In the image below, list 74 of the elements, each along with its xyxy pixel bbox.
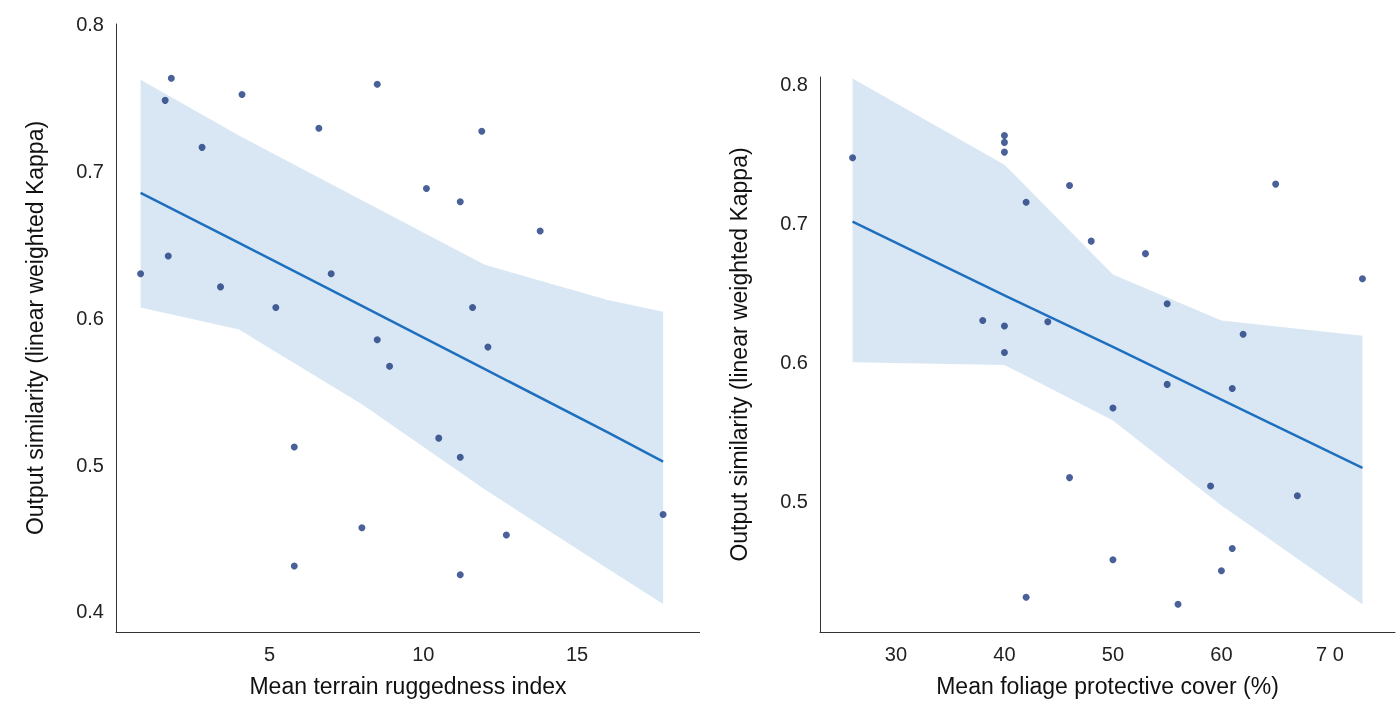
point bbox=[1066, 474, 1074, 482]
y-axis-title: Output similarity (linear weighted Kappa) bbox=[21, 120, 48, 536]
point bbox=[456, 453, 464, 461]
x-tick-label: 60 bbox=[1210, 643, 1233, 665]
point bbox=[456, 198, 464, 206]
point bbox=[1044, 318, 1052, 326]
y-tick-label: 0.6 bbox=[76, 306, 104, 329]
point bbox=[358, 524, 366, 532]
line-series bbox=[139, 191, 665, 463]
point bbox=[1066, 182, 1074, 189]
point bbox=[386, 362, 394, 370]
point bbox=[1000, 138, 1008, 146]
point bbox=[849, 154, 857, 162]
y-tick-label: 0.8 bbox=[780, 72, 808, 95]
y-tick-label: 0.7 bbox=[76, 159, 104, 182]
x-tick-label: 5 bbox=[264, 643, 276, 665]
point bbox=[1207, 482, 1215, 490]
x-axis-title: Mean foliage protective cover (%) bbox=[936, 672, 1279, 699]
point bbox=[373, 336, 381, 344]
point bbox=[435, 434, 443, 442]
point bbox=[272, 303, 280, 311]
x-tick-label: 40 bbox=[993, 643, 1016, 665]
point bbox=[373, 80, 381, 88]
point bbox=[1217, 567, 1225, 575]
x-tick-label: 50 bbox=[1101, 643, 1125, 665]
point bbox=[315, 124, 323, 132]
point bbox=[1000, 148, 1008, 156]
y-tick-label: 0.8 bbox=[76, 13, 104, 35]
point bbox=[164, 252, 172, 260]
point bbox=[1272, 180, 1280, 188]
x-tick-label: 15 bbox=[565, 643, 589, 665]
point bbox=[327, 270, 335, 278]
point bbox=[1000, 322, 1008, 330]
point bbox=[1022, 198, 1030, 206]
point bbox=[536, 227, 544, 235]
point bbox=[290, 562, 298, 570]
point bbox=[469, 303, 477, 311]
point bbox=[1163, 300, 1171, 308]
point bbox=[1000, 348, 1008, 356]
x-tick-label: 7 0 bbox=[1316, 643, 1344, 665]
line-series bbox=[851, 220, 1364, 470]
point bbox=[167, 74, 175, 82]
point bbox=[659, 511, 667, 519]
x-tick-label: 30 bbox=[884, 643, 908, 665]
point bbox=[1163, 380, 1171, 388]
point bbox=[502, 531, 510, 539]
y-tick-label: 0.4 bbox=[76, 600, 104, 623]
y-tick-label: 0.5 bbox=[780, 490, 808, 513]
point bbox=[1141, 250, 1149, 258]
point bbox=[238, 90, 246, 98]
point bbox=[478, 127, 486, 135]
point bbox=[1358, 275, 1366, 283]
point bbox=[1087, 237, 1095, 245]
point bbox=[1228, 385, 1236, 393]
point bbox=[1239, 330, 1247, 338]
y-tick-label: 0.5 bbox=[76, 453, 104, 476]
point bbox=[1022, 593, 1030, 601]
point bbox=[217, 283, 225, 291]
point bbox=[979, 316, 987, 324]
x-axis-title: Mean terrain ruggedness index bbox=[249, 672, 568, 699]
point bbox=[1293, 492, 1301, 500]
point bbox=[290, 443, 298, 451]
x-tick-label: 10 bbox=[412, 643, 435, 665]
y-tick-label: 0.6 bbox=[780, 351, 808, 374]
point bbox=[1109, 556, 1117, 564]
point bbox=[198, 143, 206, 151]
point bbox=[137, 270, 145, 278]
point bbox=[456, 571, 464, 579]
point bbox=[161, 96, 169, 104]
y-tick-label: 0.7 bbox=[780, 212, 808, 235]
point bbox=[422, 184, 430, 192]
point bbox=[1228, 545, 1236, 553]
point bbox=[1000, 131, 1008, 139]
y-axis-title: Output similarity (linear weighted Kappa) bbox=[725, 147, 752, 562]
